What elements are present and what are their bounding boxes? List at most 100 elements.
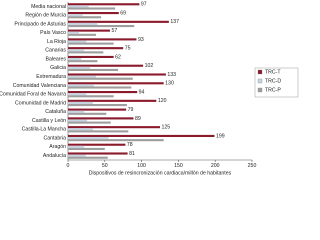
- bar: [68, 60, 98, 63]
- y-tick-label: Región de Murcia: [25, 13, 66, 19]
- data-label: 97: [141, 2, 147, 8]
- y-tick-label: Comunidad Foral de Navarra: [0, 92, 66, 98]
- bar: [68, 82, 164, 85]
- bar: [68, 86, 132, 89]
- legend-label: TRC-T: [265, 69, 281, 75]
- bar: [68, 49, 85, 52]
- bar: [68, 128, 94, 131]
- x-tick-label: 200: [211, 163, 220, 169]
- y-tick-label: Comunidad de Madrid: [15, 100, 66, 106]
- bar: [68, 42, 114, 45]
- legend-swatch: [257, 87, 263, 93]
- bar: [68, 51, 104, 54]
- bar: [68, 112, 107, 115]
- y-tick-label: Galicia: [50, 65, 66, 71]
- legend-label: TRC-D: [265, 78, 281, 84]
- bar: [68, 110, 85, 113]
- bar: [68, 20, 169, 23]
- y-tick-label: País Vasco: [40, 30, 66, 36]
- bar: [68, 101, 94, 104]
- bar: [68, 108, 127, 111]
- bar: [68, 99, 157, 102]
- data-label: 75: [125, 46, 131, 52]
- bar: [68, 64, 144, 67]
- bar: [68, 84, 94, 87]
- x-tick-label: 0: [67, 163, 70, 169]
- bar: [68, 93, 87, 96]
- x-tick-label: 150: [174, 163, 183, 169]
- bar: [68, 130, 129, 133]
- bar: [68, 7, 116, 10]
- data-label: 69: [120, 10, 126, 16]
- data-label: 62: [115, 54, 121, 60]
- y-tick-label: Cantabria: [44, 135, 67, 141]
- bar: [68, 22, 98, 25]
- data-label: 94: [139, 89, 145, 95]
- bar: [68, 103, 127, 107]
- data-label: 78: [127, 142, 133, 148]
- bar: [68, 73, 166, 76]
- bar: [68, 58, 82, 61]
- y-tick-label: Castilla y León: [32, 118, 66, 124]
- y-tick-label: Canarias: [45, 48, 66, 54]
- bar: [68, 12, 119, 15]
- data-label: 81: [129, 151, 135, 157]
- bar: [68, 24, 135, 28]
- data-label: 79: [128, 107, 134, 113]
- bar: [68, 126, 160, 129]
- y-tick-label: Extremadura: [36, 74, 66, 80]
- bar: [68, 40, 87, 43]
- y-tick-label: Aragón: [49, 144, 66, 150]
- x-tick-label: 250: [248, 163, 257, 169]
- legend-swatch: [257, 69, 263, 75]
- bar: [68, 3, 140, 6]
- bar: [68, 68, 119, 71]
- bar: [68, 137, 109, 140]
- legend-label: TRC-P: [265, 87, 281, 93]
- data-label: 89: [135, 116, 141, 122]
- bar: [68, 31, 80, 34]
- bar: [68, 5, 89, 8]
- bar: [68, 134, 215, 138]
- y-tick-label: Castilla-La Mancha: [22, 127, 67, 133]
- bar: [68, 119, 88, 122]
- data-label: 93: [138, 37, 144, 43]
- bar: [68, 66, 91, 69]
- bar: [68, 29, 110, 32]
- y-tick-label: Andalucía: [43, 153, 66, 159]
- bar: [68, 156, 108, 159]
- data-label: 102: [145, 63, 154, 69]
- y-tick-label: Cataluña: [45, 109, 66, 115]
- y-tick-label: Principado de Asturias: [14, 21, 66, 27]
- x-tick-label: 100: [137, 163, 146, 169]
- bar: [68, 91, 138, 94]
- data-label: 137: [170, 19, 179, 25]
- bar: [68, 117, 134, 120]
- y-tick-label: Comunidad Valenciana: [13, 83, 66, 89]
- bar: [68, 75, 96, 78]
- legend-swatch: [257, 78, 263, 84]
- bar: [68, 38, 137, 41]
- data-label: 125: [162, 125, 171, 131]
- bar: [68, 14, 83, 17]
- data-label: 130: [165, 81, 174, 87]
- bar: [68, 145, 85, 148]
- x-axis-label: Dispositivos de resincronización cardiac…: [89, 170, 232, 176]
- bar: [68, 154, 86, 157]
- bar: [68, 47, 124, 50]
- y-tick-label: La Rioja: [47, 39, 66, 45]
- data-label: 120: [158, 98, 167, 104]
- chart: Dispositivos de resincronización cardiac…: [0, 2, 299, 176]
- bar: [68, 77, 133, 80]
- bar: [68, 33, 96, 36]
- bar: [68, 143, 126, 146]
- data-label: 133: [167, 72, 176, 78]
- legend-box: [254, 67, 299, 98]
- y-tick-label: Baleares: [46, 56, 67, 62]
- x-tick-label: 50: [102, 163, 108, 169]
- bar: [68, 55, 114, 59]
- bar: [68, 147, 105, 150]
- data-label: 57: [111, 28, 117, 34]
- bar: [68, 95, 114, 98]
- bar: [68, 152, 128, 155]
